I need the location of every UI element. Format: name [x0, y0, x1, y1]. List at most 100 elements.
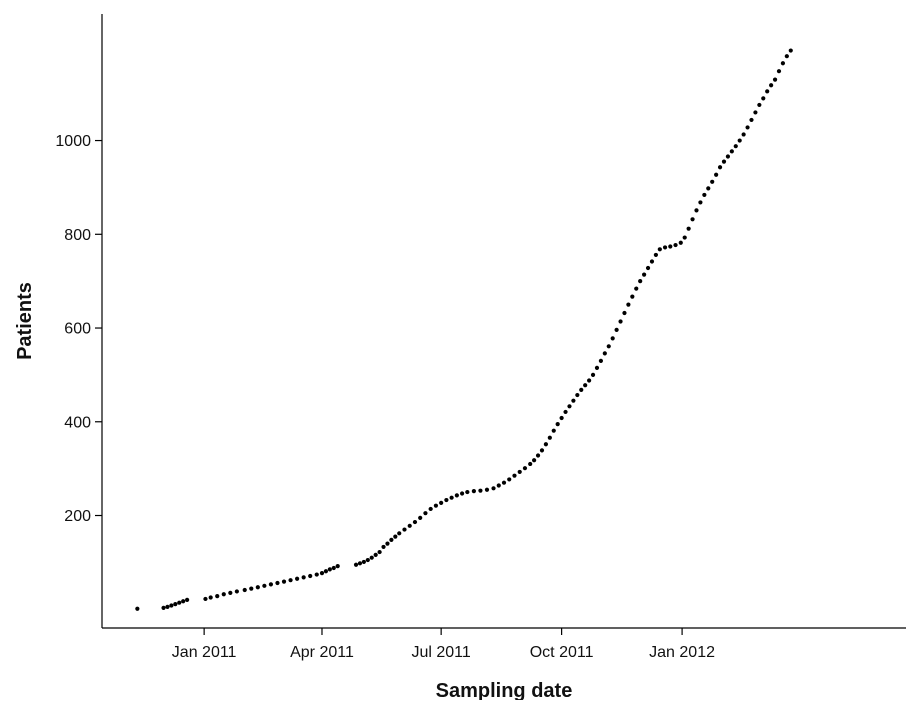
data-point [319, 571, 325, 576]
data-point [645, 265, 651, 271]
data-point [444, 497, 449, 503]
data-point [397, 531, 402, 536]
data-point [449, 495, 454, 500]
data-point [169, 603, 174, 608]
data-point [702, 192, 707, 198]
data-point [559, 415, 564, 421]
data-point [662, 245, 668, 250]
data-point [501, 480, 507, 485]
data-point [268, 582, 274, 587]
y-tick-label: 1000 [55, 133, 91, 150]
data-point [484, 487, 490, 492]
data-point [539, 448, 545, 453]
y-axis-ticks: 200 400 600 800 1000 [55, 133, 102, 525]
data-point [228, 590, 233, 595]
data-point [389, 537, 394, 542]
data-point [365, 557, 370, 563]
x-axis-title: Sampling date [436, 680, 573, 700]
data-point [622, 310, 627, 316]
data-point [638, 279, 643, 284]
data-point [606, 344, 611, 349]
data-point [682, 235, 687, 240]
data-point [135, 606, 140, 611]
data-point [173, 601, 178, 607]
data-point [507, 477, 512, 482]
data-point [295, 576, 300, 581]
data-point [215, 594, 220, 599]
data-point [308, 573, 313, 579]
data-point [610, 336, 615, 341]
data-point [543, 442, 549, 447]
data-point [393, 534, 398, 539]
data-point [377, 549, 382, 555]
data-point [741, 132, 746, 137]
y-tick-label: 600 [64, 321, 91, 338]
data-point [668, 244, 673, 249]
y-tick-label: 200 [64, 508, 91, 525]
data-point [614, 327, 619, 333]
data-point [626, 302, 631, 307]
data-point [587, 378, 592, 383]
data-point [579, 387, 584, 392]
data-point [459, 491, 465, 496]
data-point [753, 110, 758, 115]
data-point [454, 493, 459, 498]
data-point [496, 483, 501, 488]
data-point [361, 559, 366, 565]
data-point [714, 172, 719, 177]
data-point [353, 562, 359, 567]
axes [101, 14, 906, 629]
data-point [555, 422, 560, 427]
data-point [706, 186, 711, 191]
data-point [776, 69, 782, 74]
data-point [528, 461, 533, 467]
data-point [567, 404, 572, 409]
data-point [733, 144, 738, 149]
x-tick-label: Oct 2011 [530, 644, 594, 661]
data-point [242, 587, 247, 593]
data-point [757, 102, 762, 108]
data-point [208, 595, 213, 600]
data-point [575, 392, 580, 398]
data-point [694, 208, 699, 213]
data-point [177, 600, 182, 605]
data-point [357, 561, 363, 566]
data-point [181, 599, 186, 604]
data-point [729, 149, 734, 154]
data-point [737, 138, 742, 143]
data-point [535, 453, 541, 458]
data-point [423, 511, 428, 516]
data-point [772, 77, 778, 82]
data-point [281, 579, 287, 584]
data-point [301, 575, 306, 580]
data-point [765, 89, 770, 94]
data-point [381, 544, 386, 550]
data-point [630, 294, 635, 299]
data-point [721, 159, 727, 164]
data-point [407, 523, 412, 528]
data-point [161, 605, 166, 610]
data-point [547, 435, 552, 440]
data-point [710, 179, 715, 184]
data-point [369, 555, 374, 560]
data-point [551, 428, 556, 433]
data-point [491, 486, 496, 491]
data-point [698, 200, 703, 205]
data-point [234, 589, 239, 594]
data-point [788, 48, 793, 53]
data-point [335, 564, 340, 569]
data-point [634, 286, 639, 291]
x-tick-label: Jan 2011 [172, 644, 237, 661]
data-point [571, 398, 576, 403]
x-tick-label: Apr 2011 [290, 644, 354, 661]
data-point [594, 365, 600, 370]
data-point [249, 586, 254, 591]
data-point [653, 252, 658, 258]
data-points [135, 48, 793, 611]
data-point [618, 319, 623, 324]
data-point [418, 515, 423, 520]
data-point [428, 506, 433, 512]
data-point [745, 125, 750, 130]
data-point [678, 240, 683, 245]
data-point [761, 96, 766, 101]
